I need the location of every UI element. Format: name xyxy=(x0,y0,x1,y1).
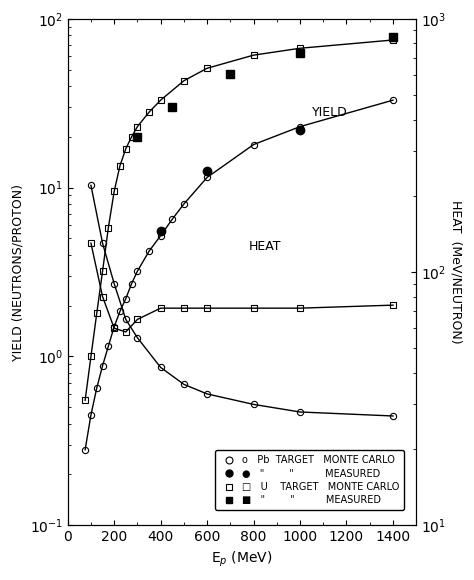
Text: YIELD: YIELD xyxy=(311,106,347,119)
X-axis label: E$_p$ (MeV): E$_p$ (MeV) xyxy=(211,550,273,569)
Legend: o   Pb  TARGET   MONTE CARLO, ●   "        "          MEASURED, □   U    TARGET : o Pb TARGET MONTE CARLO, ● " " MEASURED,… xyxy=(215,450,404,510)
Text: HEAT: HEAT xyxy=(249,240,282,253)
Y-axis label: YIELD (NEUTRONS/PROTON): YIELD (NEUTRONS/PROTON) xyxy=(11,183,24,361)
Y-axis label: HEAT  (MeV/NEUTRON): HEAT (MeV/NEUTRON) xyxy=(450,200,463,344)
